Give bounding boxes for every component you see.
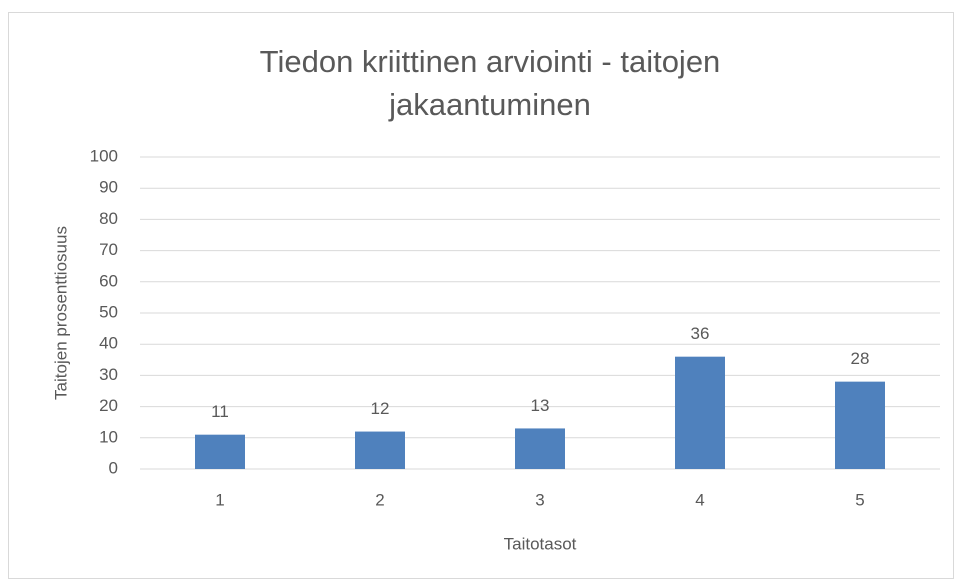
x-tick-label: 1 — [215, 490, 224, 509]
y-tick-label: 100 — [90, 146, 118, 165]
y-tick-label: 10 — [99, 427, 118, 446]
y-tick-label: 90 — [99, 178, 118, 197]
y-tick-label: 70 — [99, 240, 118, 259]
y-tick-label: 20 — [99, 396, 118, 415]
data-label: 13 — [531, 396, 550, 415]
chart-border — [8, 12, 954, 579]
data-label: 11 — [211, 402, 229, 421]
y-tick-label: 50 — [99, 302, 118, 321]
x-axis-label: Taitotasot — [504, 534, 577, 553]
y-tick-label: 60 — [99, 271, 118, 290]
x-tick-label: 2 — [375, 490, 384, 509]
x-tick-label: 4 — [695, 490, 704, 509]
bar — [835, 381, 885, 469]
data-label: 28 — [851, 349, 870, 368]
y-tick-label: 30 — [99, 365, 118, 384]
y-tick-label: 80 — [99, 209, 118, 228]
y-axis-label: Taitojen prosenttiosuus — [51, 226, 70, 400]
x-tick-label: 3 — [535, 490, 544, 509]
bar — [675, 356, 725, 469]
x-tick-label: 5 — [855, 490, 864, 509]
bar — [195, 434, 245, 469]
bar — [355, 431, 405, 469]
y-tick-label: 0 — [109, 458, 118, 477]
data-label: 12 — [371, 399, 390, 418]
data-label: 36 — [691, 324, 710, 343]
chart-title: Tiedon kriittinen arviointi - taitojen j… — [259, 44, 721, 122]
bar — [515, 428, 565, 469]
y-tick-label: 40 — [99, 334, 118, 353]
